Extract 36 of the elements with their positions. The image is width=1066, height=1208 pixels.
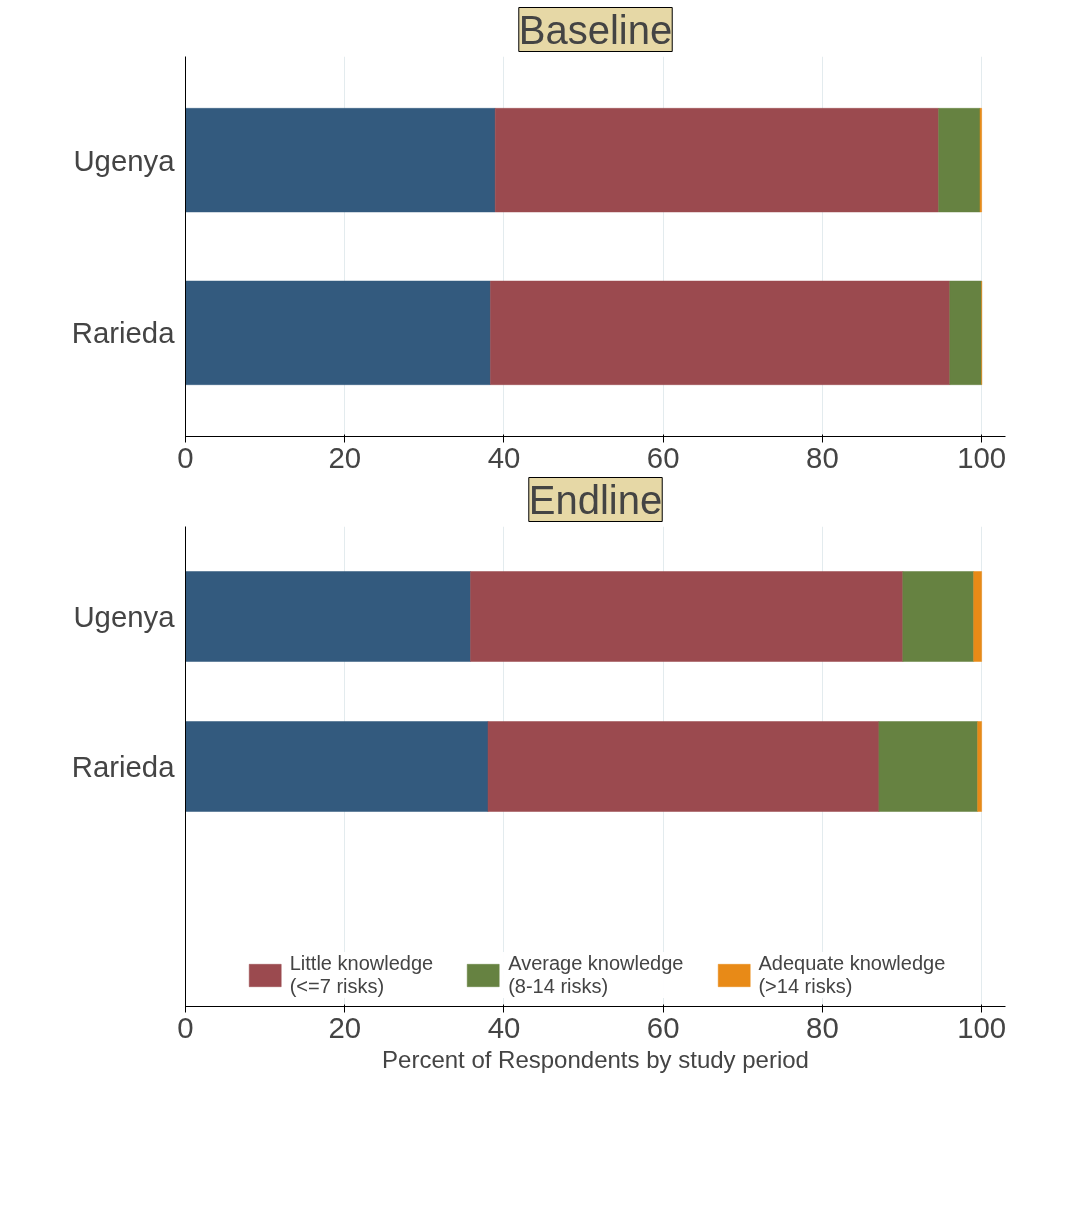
x-tick-label: 80 [806, 1010, 839, 1044]
bar [494, 108, 939, 213]
x-tick-label: 40 [487, 440, 521, 474]
y-tick-label: Ugenya [73, 143, 176, 177]
x-tick-label: 0 [177, 440, 194, 474]
chart-title: Baseline [518, 7, 673, 52]
bar [902, 571, 974, 662]
y-tick-label: Rarieda [71, 750, 176, 783]
x-tick-label: 0 [177, 1010, 194, 1044]
bar [185, 280, 491, 385]
y-tick-label: Ugenya [73, 600, 176, 633]
y-tick-label: Rarieda [71, 316, 176, 350]
bar [938, 108, 981, 213]
legend-label: Adequate knowledge (>14 risks) [758, 952, 946, 998]
legend-label: Little knowledge (<=7 risks) [289, 952, 434, 998]
x-tick-label: 20 [328, 1010, 362, 1044]
x-tick-label: 20 [328, 440, 362, 474]
bar [878, 721, 978, 812]
x-tick-label: 40 [487, 1010, 521, 1044]
chart-title: Endline [528, 477, 663, 522]
bar [185, 108, 496, 213]
bar [973, 571, 982, 662]
x-tick-label: 100 [957, 1010, 1007, 1044]
legend-label: Average knowledge (8-14 risks) [508, 952, 684, 998]
bar [977, 721, 982, 812]
bar [185, 721, 489, 812]
bar [949, 280, 982, 385]
x-tick-label: 60 [646, 440, 680, 474]
x-tick-label: 60 [646, 1010, 680, 1044]
bar [487, 721, 880, 812]
x-tick-label: 100 [957, 440, 1007, 474]
x-axis-title: Percent of Respondents by study period [382, 1045, 809, 1073]
bar [185, 571, 471, 662]
bar [470, 571, 904, 662]
x-tick-label: 80 [806, 440, 839, 474]
bar [490, 280, 951, 385]
